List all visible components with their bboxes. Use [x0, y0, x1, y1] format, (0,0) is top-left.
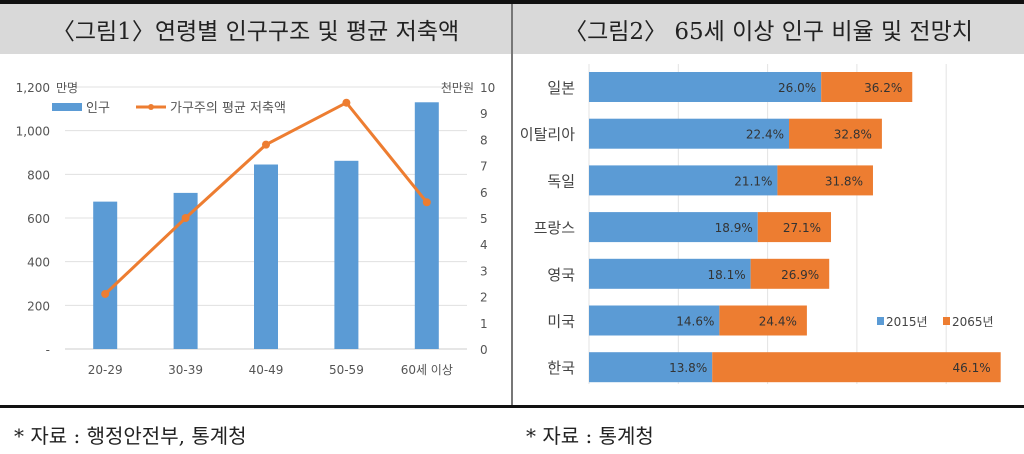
y-right-tick: 0 [480, 343, 488, 357]
bar-population [334, 160, 359, 349]
bar-population [93, 201, 118, 349]
chart-elderly-ratio: 일본 26.0% 36.2% 이탈리아 22.4% 32.8% 독일 21.1% 31.8% 프랑… [520, 64, 1001, 384]
data-label-2015: 26.0% [778, 81, 816, 95]
data-label-2015: 18.1% [708, 268, 746, 282]
y-right-tick: 3 [480, 264, 488, 278]
legend-label-2015: 2015년 [886, 315, 928, 329]
y-left-tick: - [46, 343, 50, 357]
y-left-tick: 1,000 [16, 125, 50, 139]
y-left-tick: 400 [27, 256, 50, 270]
legend-marker-savings [148, 104, 154, 110]
bar-2015 [589, 72, 822, 102]
bar-2065 [789, 118, 882, 149]
y-right-tick: 9 [480, 107, 488, 121]
data-label-2015: 21.1% [734, 174, 772, 188]
divider [511, 4, 513, 406]
legend-swatch-population [52, 103, 82, 111]
point-savings [342, 98, 351, 107]
legend-label-savings: 가구주의 평균 저축액 [170, 101, 286, 116]
y-tick: 프랑스 [534, 219, 576, 237]
y-left-tick: 200 [27, 299, 50, 313]
y-right-tick: 5 [480, 212, 488, 226]
bar-2065 [777, 165, 873, 196]
y-right-tick: 10 [480, 81, 495, 95]
data-label-2065: 26.9% [781, 268, 819, 282]
legend-swatch-2015 [877, 317, 884, 325]
data-label-2015: 22.4% [746, 128, 784, 142]
figure1-title: 〈그림1〉연령별 인구구조 및 평균 저축액 [0, 4, 511, 54]
bar-2015 [589, 352, 713, 383]
y-right-tick: 7 [480, 160, 488, 174]
y-right-tick: 6 [480, 186, 488, 200]
data-label-2065: 31.8% [825, 174, 863, 188]
bar-2065 [821, 72, 913, 102]
y-tick: 독일 [547, 172, 575, 190]
x-tick: 60세 이상 [401, 363, 453, 377]
y-right-unit: 천만원 [441, 80, 474, 95]
chart-population-savings: - 200 400 600 800 1,000 1,200 만명 0 1 2 3 4 5 6 7 8 9 10 천만원… [16, 80, 496, 377]
y-left-tick: 600 [27, 212, 50, 226]
y-left-tick: 800 [27, 168, 50, 182]
bar-population [254, 164, 278, 349]
x-tick: 20-29 [88, 363, 123, 377]
y-left-tick: 1,200 [16, 81, 50, 95]
y-tick: 미국 [547, 313, 575, 331]
bar-2065 [750, 258, 830, 289]
x-tick: 50-59 [329, 363, 364, 377]
y-tick: 일본 [547, 79, 575, 97]
bar-2015 [589, 118, 790, 149]
data-label-2065: 24.4% [759, 315, 797, 329]
data-label-2065: 32.8% [834, 128, 872, 142]
bar-2015 [589, 258, 751, 289]
bar-2065 [757, 212, 832, 243]
bar-2015 [589, 305, 720, 336]
x-tick: 30-39 [168, 363, 203, 377]
bar-2015 [589, 212, 758, 243]
data-label-2015: 13.8% [669, 361, 707, 375]
bar-2065 [712, 352, 1001, 383]
data-label-2015: 14.6% [676, 315, 714, 329]
bar-2015 [589, 165, 778, 196]
point-savings [262, 140, 270, 149]
data-label-2065: 36.2% [864, 81, 902, 95]
y-tick: 한국 [547, 359, 575, 377]
data-label-2065: 27.1% [783, 221, 821, 235]
y-right-tick: 2 [480, 291, 488, 305]
x-tick: 40-49 [249, 363, 284, 377]
y-right-tick: 4 [480, 238, 488, 252]
data-label-2065: 46.1% [953, 361, 991, 375]
bottom-border [0, 405, 1024, 408]
bar-2065 [719, 305, 807, 336]
legend-label-population: 인구 [86, 101, 110, 116]
legend-label-2065: 2065년 [952, 315, 994, 329]
point-savings [422, 198, 431, 207]
point-savings [181, 214, 190, 222]
bar-population [414, 102, 439, 350]
legend-swatch-2065 [943, 317, 950, 325]
top-border [0, 0, 1024, 4]
figure1-source: * 자료 : 행정안전부, 통계청 [14, 424, 247, 448]
y-tick: 영국 [547, 266, 575, 284]
figure2-title: 〈그림2〉 65세 이상 인구 비율 및 전망치 [513, 4, 1024, 54]
y-right-tick: 8 [480, 133, 488, 147]
y-right-tick: 1 [480, 317, 488, 331]
y-tick: 이탈리아 [520, 126, 575, 144]
data-label-2015: 18.9% [715, 221, 753, 235]
point-savings [101, 289, 110, 298]
y-left-unit: 만명 [56, 81, 78, 95]
figure2-source: * 자료 : 통계청 [526, 424, 654, 448]
